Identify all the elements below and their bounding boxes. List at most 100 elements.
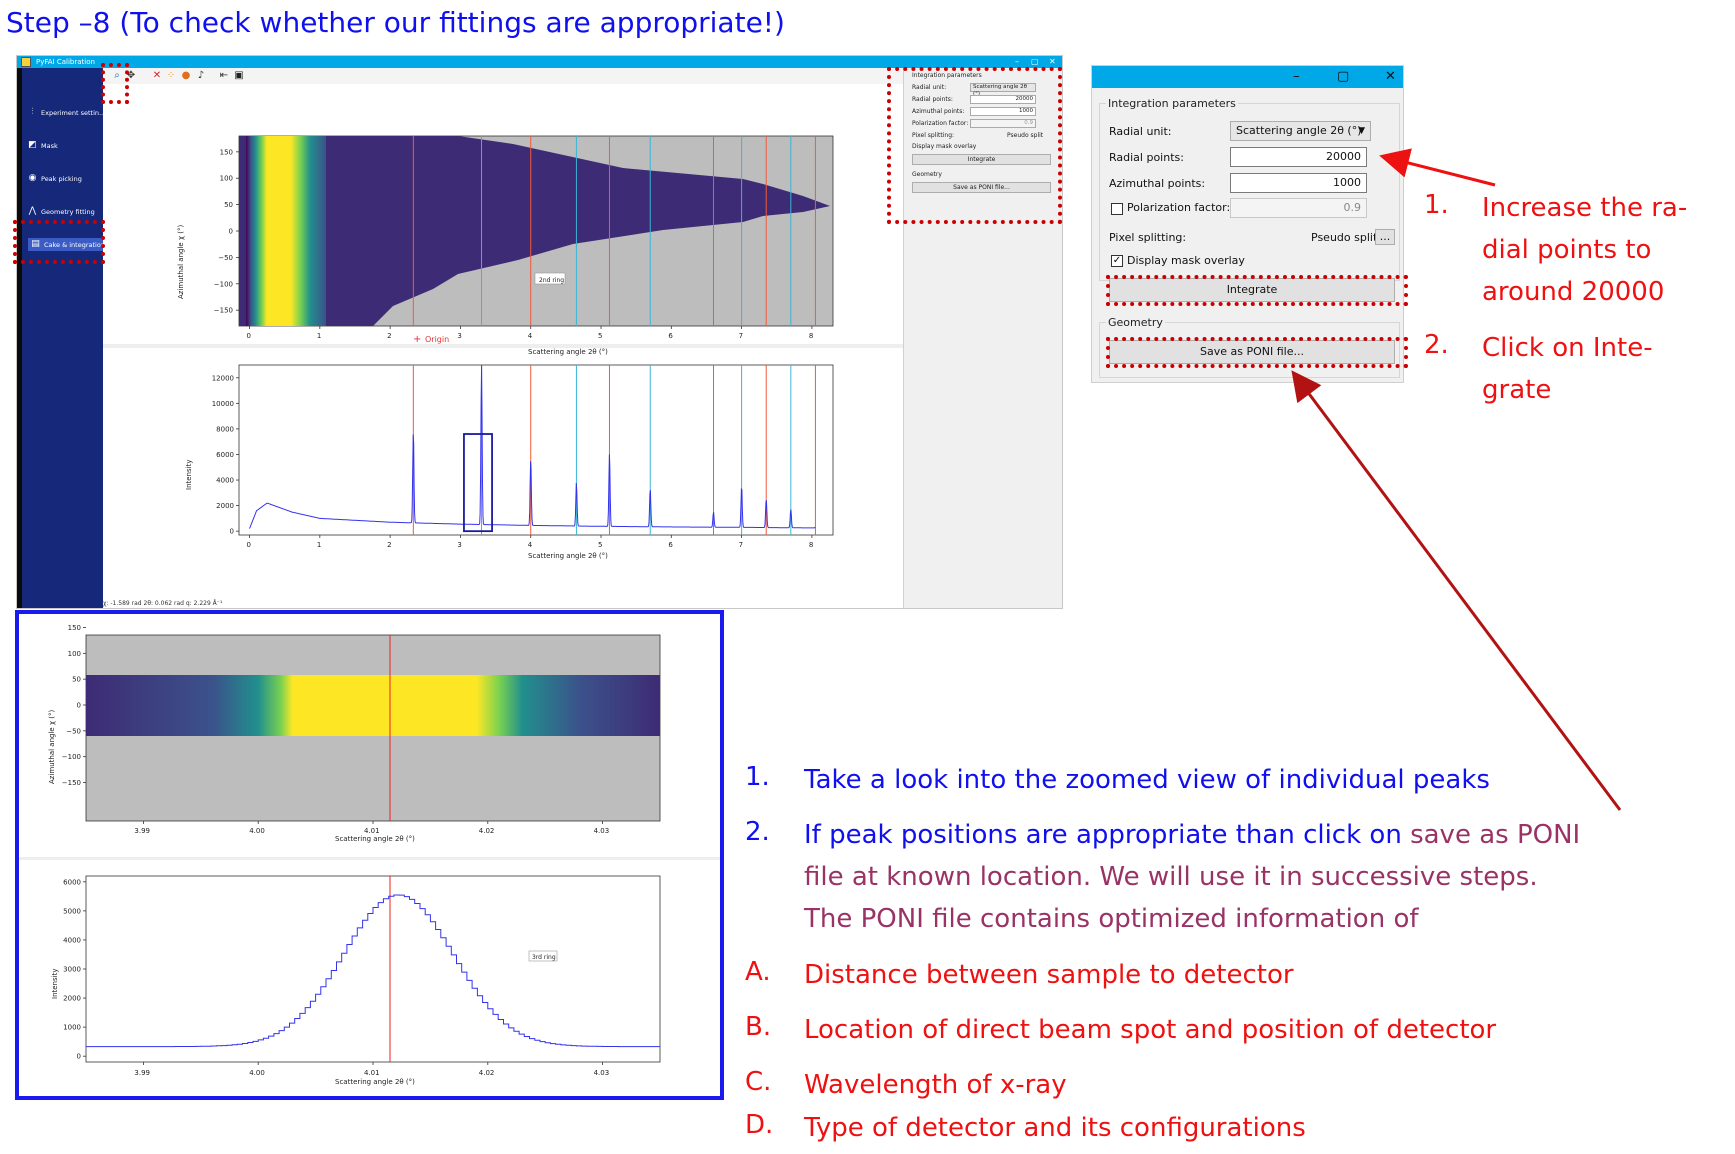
profile-plot: 0 1 2 3 4 5 6 7 8 0 2000 4000 6000 8000 10000 12000 Int… [185, 364, 834, 560]
geometry-title: Geometry [912, 171, 942, 178]
y-tick-label: −150 [62, 779, 81, 787]
x-tick-label: 6 [668, 541, 673, 549]
clear-icon[interactable]: ✕ [152, 70, 162, 81]
radial-points-input-small[interactable]: 20000 [970, 95, 1036, 104]
azimuthal-points-input-small[interactable]: 1000 [970, 107, 1036, 116]
save-poni-button-small[interactable]: Save as PONI file... [912, 182, 1051, 193]
app-sidebar: ⫶ Experiment settin... ◩ Mask ◉ Peak pic… [17, 68, 108, 608]
step-text-line: dial points to [1482, 235, 1652, 265]
cake-ring-lines [412, 136, 816, 326]
mask-icon: ◩ [28, 140, 37, 150]
close-button[interactable]: ✕ [1049, 57, 1056, 66]
y-tick-label: −100 [62, 753, 81, 761]
integrate-highlight [1106, 275, 1408, 306]
radial-unit-select[interactable]: Scattering angle 2θ (°) ▼ [1230, 121, 1371, 141]
y-tick-label: 100 [68, 650, 81, 658]
radial-unit-select-small[interactable]: Scattering angle 2θ (°) [970, 83, 1036, 97]
pan-icon[interactable]: ✥ [126, 70, 136, 81]
azimuthal-points-label: Azimuthal points: [1109, 177, 1206, 190]
x-tick-label: 2 [387, 541, 391, 549]
cake-image [239, 136, 830, 326]
sidebar-item-cake-integration[interactable]: ▤ Cake & integration [28, 238, 108, 251]
sidebar-item-geometry[interactable]: ⋀ Geometry fitting [28, 207, 95, 216]
y-tick-label: −150 [214, 307, 233, 315]
x-tick-label: 7 [739, 332, 743, 340]
app-titlebar: PyFAI Calibration – ▢ ✕ [17, 56, 1062, 68]
y-tick-label: 3000 [63, 966, 81, 974]
y-tick-label: 50 [72, 676, 81, 684]
brush-icon[interactable]: ● [181, 70, 191, 81]
polarization-input-small[interactable]: 0.9 [970, 119, 1036, 128]
sidebar-item-peak-picking[interactable]: ◉ Peak picking [28, 174, 82, 183]
y-tick-label: 4000 [216, 477, 234, 485]
y-tick-label: 0 [230, 528, 234, 536]
sidebar-item-label: Experiment settin... [41, 108, 106, 117]
minimize-button[interactable]: – [1015, 57, 1019, 66]
list-letter: D. [745, 1110, 774, 1140]
pixel-splitting-value: Pseudo split [1311, 231, 1378, 244]
integration-params-panel: – ▢ ✕ Integration parameters Radial unit… [1091, 65, 1404, 383]
extract-icon[interactable]: ⁘ [166, 70, 176, 81]
save-poni-highlight [1106, 337, 1408, 368]
step-number: 2. [1424, 330, 1449, 360]
zoom-cake-axes: 3.99 4.00 4.01 4.02 4.03 150 100 50 0 −50 −100 −150 [62, 624, 609, 835]
geometry-group [1099, 322, 1400, 378]
zoom-profile-xlabel: Scattering angle 2θ (°) [335, 1078, 415, 1086]
x-tick-label: 8 [809, 332, 813, 340]
zoom-icon[interactable]: ⌕ [114, 70, 120, 81]
save-poni-button[interactable]: Save as PONI file... [1109, 340, 1395, 364]
radial-unit-value: Scattering angle 2θ (°) [1236, 124, 1362, 137]
maximize-button[interactable]: ▢ [1031, 57, 1039, 66]
y-tick-label: 2000 [63, 995, 81, 1003]
zoom-profile-curve [86, 894, 660, 1048]
x-tick-label: 3 [457, 541, 461, 549]
x-tick-label: 4.00 [249, 1069, 265, 1077]
y-tick-label: 8000 [216, 425, 234, 433]
list-letter: C. [745, 1067, 772, 1097]
profile-xlabel: Scattering angle 2θ (°) [528, 552, 608, 560]
cake-bright-band [246, 136, 326, 326]
mask-overlay-label[interactable]: Display mask overlay [912, 143, 977, 150]
mask-overlay-checkbox[interactable]: ✓ [1111, 255, 1123, 267]
x-tick-label: 4.03 [594, 1069, 610, 1077]
panel-minimize-button[interactable]: – [1293, 69, 1300, 84]
radial-points-input[interactable]: 20000 [1230, 147, 1367, 167]
x-tick-label: 1 [317, 332, 321, 340]
x-tick-label: 6 [668, 332, 673, 340]
profile-ylabel: Intensity [185, 460, 193, 490]
origin-label: Origin [425, 335, 449, 344]
integrate-button-small[interactable]: Integrate [912, 154, 1051, 165]
x-tick-label: 5 [598, 332, 602, 340]
mask-overlay-label: Display mask overlay [1127, 254, 1245, 267]
step-number: 1. [745, 762, 770, 792]
y-tick-label: 5000 [63, 907, 81, 915]
azimuthal-points-input[interactable]: 1000 [1230, 173, 1367, 193]
zoomed-plots: 3.99 4.00 4.01 4.02 4.03 150 100 50 0 −50 −100 −150… [48, 624, 661, 1086]
cake-xlabel: Scattering angle 2θ (°) [528, 348, 608, 356]
x-tick-label: 8 [809, 541, 813, 549]
plot-toolbar: ⌕ ✥ ✕ ⁘ ● ♪ ⇤ ▣ [103, 68, 903, 84]
polarization-checkbox[interactable] [1111, 203, 1123, 215]
geometry-icon: ⋀ [28, 206, 37, 216]
panel-close-button[interactable]: ✕ [1385, 69, 1396, 84]
save-icon[interactable]: ▣ [234, 70, 244, 81]
panel-titlebar: – ▢ ✕ [1092, 66, 1403, 88]
params-highlight [887, 67, 1062, 224]
polarization-input[interactable]: 0.9 [1230, 198, 1367, 218]
sidebar-item-mask[interactable]: ◩ Mask [28, 141, 58, 150]
pixel-splitting-more-button[interactable]: ... [1375, 229, 1395, 245]
cake-axes: 0 1 2 3 4 5 6 7 8 150 100 50 0 −50 −100 −150 [214, 148, 814, 340]
x-tick-label: 0 [247, 541, 251, 549]
resize-icon[interactable]: ⇤ [219, 70, 229, 81]
geometry-group-title: Geometry [1106, 316, 1165, 329]
ring-tooltip: 2nd ring [539, 277, 564, 284]
step-text-line: Click on Inte- [1482, 333, 1653, 363]
cake-ylabel: Azimuthal angle χ (°) [177, 225, 185, 299]
ring-icon[interactable]: ♪ [197, 70, 205, 81]
step-text-purple: save as PONI [1410, 820, 1581, 850]
panel-maximize-button[interactable]: ▢ [1337, 69, 1350, 84]
polarization-label[interactable]: Polarization factor: [912, 120, 969, 127]
zoomed-view-panel: 3.99 4.00 4.01 4.02 4.03 150 100 50 0 −50 −100 −150… [15, 610, 724, 1100]
y-tick-label: 6000 [216, 451, 234, 459]
sidebar-item-experiment[interactable]: ⫶ Experiment settin... [28, 108, 105, 117]
